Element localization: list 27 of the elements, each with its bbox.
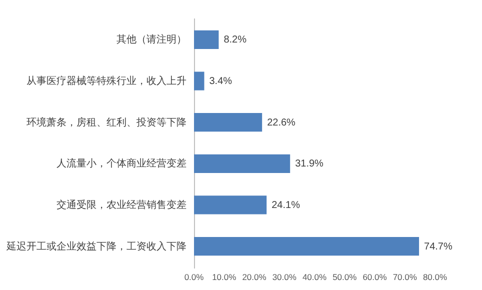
bar: [194, 30, 219, 49]
data-label: 31.9%: [295, 158, 324, 170]
x-tick-label: 20.0%: [242, 272, 267, 282]
y-tick-label: 人流量小，个体商业经营变差: [56, 158, 186, 170]
y-tick-label: 交通受限，农业经营销售变差: [56, 198, 186, 211]
y-tick-label: 其他（请注明）: [116, 34, 186, 46]
x-tick-label: 30.0%: [272, 272, 297, 282]
y-tick-label: 延迟开工或企业效益下降，工资收入下降: [6, 240, 186, 252]
bar: [194, 154, 290, 173]
bar: [194, 196, 267, 214]
y-tick-label: 从事医疗器械等特殊行业，收入上升: [26, 75, 186, 88]
y-tick-label: 环境萧条，房租、红利、投资等下降: [26, 116, 186, 128]
data-label: 24.1%: [272, 200, 300, 211]
data-label: 22.6%: [267, 117, 296, 128]
data-label: 3.4%: [209, 76, 232, 88]
x-tick-label: 50.0%: [332, 272, 358, 282]
bar: [194, 237, 420, 256]
x-tick-label: 0.0%: [184, 272, 204, 282]
x-tick-label: 40.0%: [302, 272, 327, 282]
x-tick-label: 80.0%: [422, 272, 448, 282]
x-tick-label: 10.0%: [212, 272, 237, 282]
x-tick-label: 60.0%: [362, 272, 388, 282]
data-label: 8.2%: [224, 34, 247, 46]
data-label: 74.7%: [424, 241, 452, 252]
x-tick-label: 70.0%: [392, 272, 418, 282]
bar: [194, 72, 204, 90]
bar: [194, 113, 262, 132]
